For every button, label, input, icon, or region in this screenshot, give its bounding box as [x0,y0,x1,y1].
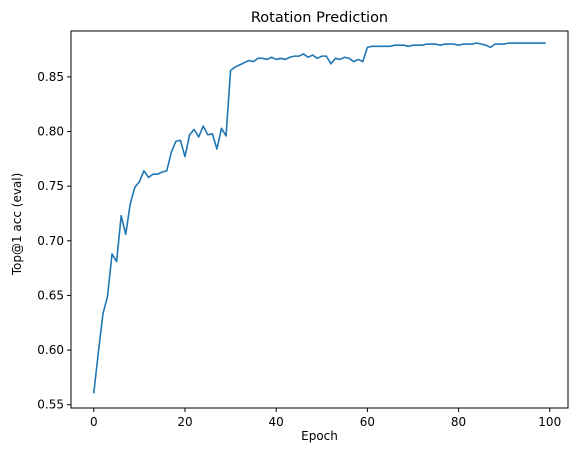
x-tick-label: 20 [177,415,192,429]
chart-title: Rotation Prediction [251,10,388,26]
y-tick-label: 0.65 [37,288,64,302]
series-line [93,42,547,394]
x-tick-label: 60 [360,415,375,429]
x-tick-label: 100 [538,415,561,429]
y-axis-label: Top@1 acc (eval) [10,173,24,277]
x-axis-label: Epoch [301,429,338,443]
x-tick-label: 80 [451,415,466,429]
x-tick-label: 40 [269,415,284,429]
plot-frame [70,30,569,409]
x-tick-label: 0 [90,415,98,429]
y-tick-label: 0.55 [37,398,64,412]
y-tick-label: 0.85 [37,70,64,84]
plot-area [70,30,569,409]
x-axis-ticks: 0 20 40 60 80 100 [90,408,561,429]
y-tick-label: 0.75 [37,179,64,193]
y-tick-label: 0.80 [37,125,64,139]
y-tick-label: 0.60 [37,343,64,357]
y-axis-ticks: 0.55 0.60 0.65 0.70 0.75 0.80 0.85 [37,70,71,412]
y-tick-label: 0.70 [37,234,64,248]
